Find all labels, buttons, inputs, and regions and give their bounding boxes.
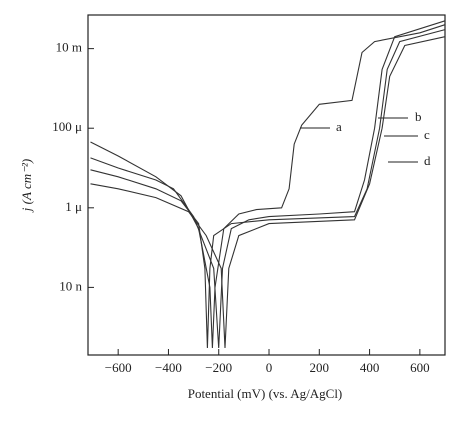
y-tick-label: 10 m — [56, 40, 82, 55]
curve-label: b — [415, 109, 422, 124]
curve — [90, 29, 446, 349]
x-tick-label: −200 — [205, 360, 232, 375]
x-tick-label: 600 — [410, 360, 430, 375]
curve — [90, 36, 446, 349]
y-tick-label: 1 μ — [65, 199, 82, 214]
y-tick-label: 100 μ — [52, 119, 82, 134]
curve-label: a — [336, 119, 342, 134]
x-axis-label: Potential (mV) (vs. Ag/AgCl) — [188, 386, 343, 401]
plot-frame — [87, 14, 446, 356]
x-tick-label: 200 — [310, 360, 330, 375]
y-axis-label: j (A cm⁻²) — [19, 159, 34, 213]
x-tick-label: 0 — [266, 360, 273, 375]
x-tick-label: −600 — [105, 360, 132, 375]
y-tick-label: 10 n — [59, 278, 82, 293]
x-tick-label: 400 — [360, 360, 380, 375]
x-tick-label: −400 — [155, 360, 182, 375]
curve-label: c — [424, 127, 430, 142]
curve-label: d — [424, 153, 431, 168]
curve — [90, 20, 446, 349]
